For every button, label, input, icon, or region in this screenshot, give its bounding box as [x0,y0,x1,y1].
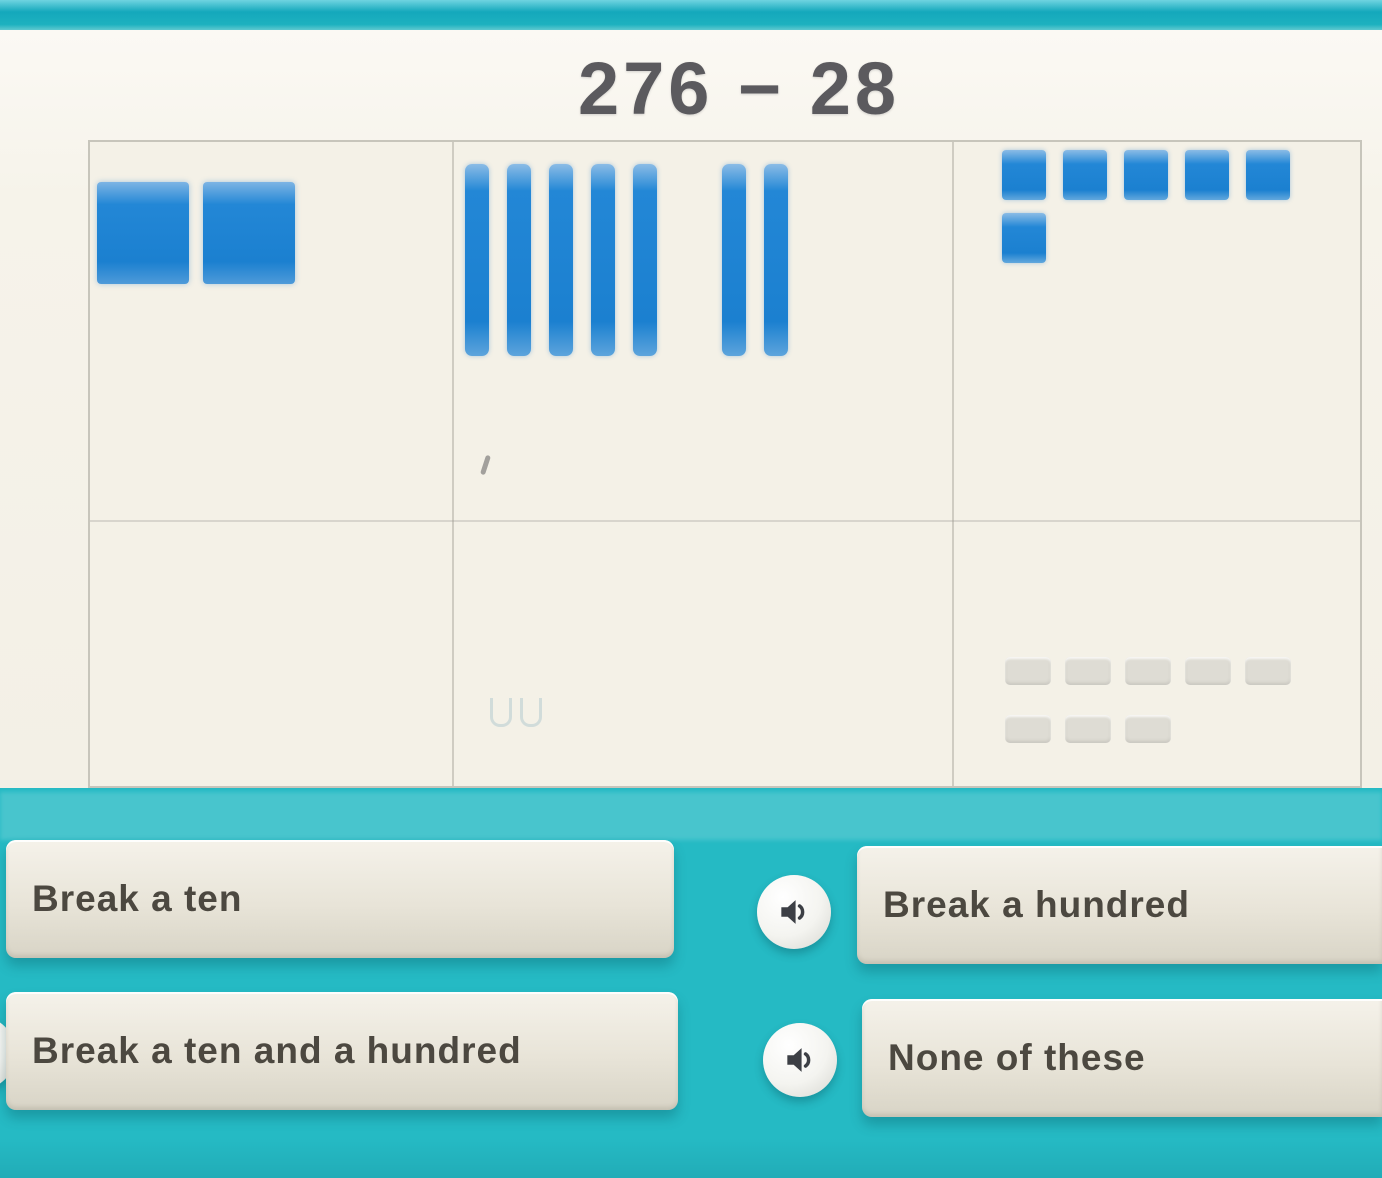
tens-blocks [465,164,788,356]
one-unit-block[interactable] [1124,150,1168,200]
ten-rod-block[interactable] [507,164,531,356]
one-unit-block[interactable] [1185,150,1229,200]
answer-break-a-ten[interactable]: Break a ten [6,840,674,958]
glare-band [0,792,1382,840]
ghost-one-block [1125,657,1171,685]
speaker-icon[interactable] [757,875,831,949]
ghost-one-block [1005,657,1051,685]
hundreds-blocks [97,182,295,284]
ten-rod-block[interactable] [722,164,746,356]
answer-label: Break a ten and a hundred [32,1030,522,1071]
speaker-icon[interactable] [763,1023,837,1097]
one-unit-block[interactable] [1063,150,1107,200]
panel-crease-line [90,520,1360,522]
top-edge-strip [0,0,1382,34]
ghost-one-block [1005,715,1051,743]
workspace-panel [88,140,1362,788]
ghost-one-block [1065,657,1111,685]
answer-break-a-hundred[interactable]: Break a hundred [857,846,1382,964]
problem-title: 276 − 28 [577,47,901,130]
ten-rod-block[interactable] [764,164,788,356]
answer-label: None of these [888,1037,1146,1078]
speaker-glyph [787,1048,811,1072]
ghost-one-block [1125,715,1171,743]
answer-label: Break a hundred [883,884,1190,925]
content-zone: 276 − 28 [0,30,1382,788]
one-unit-block[interactable] [1002,213,1046,263]
tens-column [452,142,954,786]
ones-column [952,142,1360,786]
ones-blocks [1002,150,1292,263]
ghost-one-block [1065,715,1111,743]
answer-break-a-ten-and-a-hundred[interactable]: Break a ten and a hundred [6,992,678,1110]
one-unit-block[interactable] [1246,150,1290,200]
answer-label: Break a ten [32,878,243,919]
faint-smudge [490,698,560,734]
bottom-edge-shade [0,1138,1382,1178]
ghost-one-block [1245,657,1291,685]
ten-rod-block[interactable] [591,164,615,356]
smudge-tick [480,454,491,476]
hundred-flat-block[interactable] [203,182,295,284]
speaker-glyph [781,900,805,924]
ten-rod-block[interactable] [549,164,573,356]
hundred-flat-block[interactable] [97,182,189,284]
one-unit-block[interactable] [1002,150,1046,200]
ten-rod-block[interactable] [633,164,657,356]
ten-rod-block[interactable] [465,164,489,356]
ghost-one-block [1185,657,1231,685]
answer-none-of-these[interactable]: None of these [862,999,1382,1117]
tens-group-gap [675,164,704,166]
ghost-ones-blocks [1005,657,1295,743]
hundreds-column [90,142,454,786]
